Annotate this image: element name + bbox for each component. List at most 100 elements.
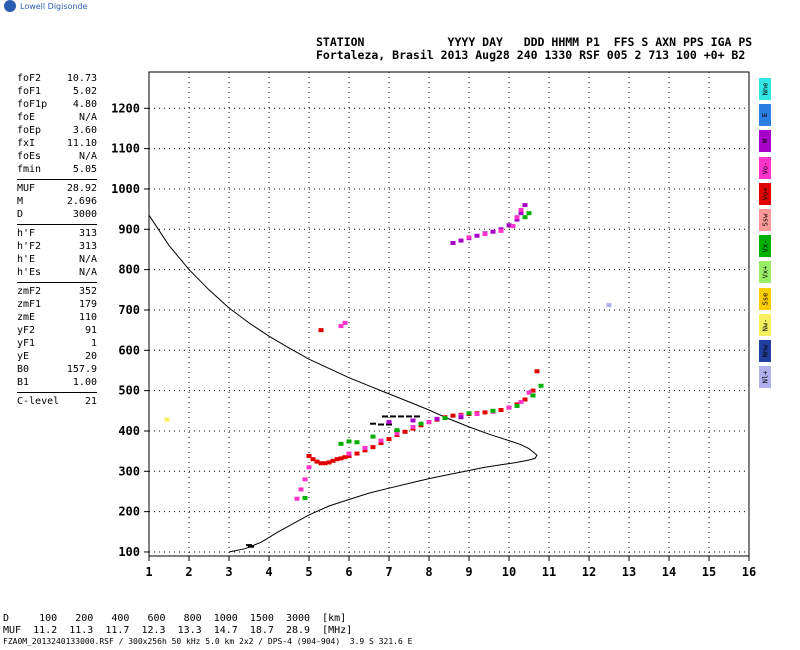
- echo-point: [386, 420, 392, 425]
- parameter-name: h'E: [17, 254, 36, 265]
- black-echo-point: [248, 545, 254, 548]
- legend-item: Nnw: [759, 339, 771, 362]
- echo-point: [306, 453, 312, 458]
- echo-point: [434, 416, 440, 421]
- parameter-separator: [17, 224, 97, 225]
- echo-point: [314, 459, 320, 464]
- legend-item: Nne: [759, 78, 771, 100]
- echo-point: [530, 393, 536, 398]
- echo-point: [354, 440, 360, 445]
- echo-point: [442, 416, 448, 421]
- parameter-value: 1: [90, 338, 97, 349]
- echo-point: [394, 431, 400, 436]
- parameter-name: fxI: [17, 138, 36, 149]
- echo-point: [362, 445, 368, 450]
- parameter-row: foF1p 4.80: [17, 98, 97, 111]
- parameter-value: 1.00: [72, 377, 97, 388]
- y-tick-label: 1100: [111, 142, 140, 156]
- legend-item: Vx-: [759, 235, 771, 258]
- parameter-value: 3000: [72, 209, 97, 220]
- echo-point: [370, 434, 376, 439]
- parameter-value: 4.80: [72, 99, 97, 110]
- parameter-name: h'F: [17, 228, 36, 239]
- black-echo-point: [398, 415, 404, 418]
- echo-point: [498, 407, 504, 412]
- legend-item: E: [759, 104, 771, 127]
- x-tick-label: 13: [622, 565, 636, 579]
- parameter-row: B1 1.00: [17, 376, 97, 389]
- parameter-name: foEs: [17, 151, 42, 162]
- echo-point: [450, 413, 456, 418]
- parameter-name: B1: [17, 377, 30, 388]
- header-labels: STATION YYYY DAY DDD HHMM P1 FFS S AXN P…: [316, 35, 753, 49]
- parameter-row: zmE 110: [17, 311, 97, 324]
- echo-point: [294, 496, 300, 501]
- legend-label: W: [761, 139, 769, 144]
- parameter-value: 179: [78, 299, 97, 310]
- echo-point: [506, 405, 512, 410]
- black-echo-point: [378, 423, 384, 426]
- parameter-row: h'Es N/A: [17, 266, 97, 279]
- parameter-value: 20: [84, 351, 97, 362]
- echo-point: [310, 457, 316, 462]
- echo-point: [526, 211, 532, 216]
- echo-point: [482, 232, 488, 237]
- polarization-legend: Nne E W Vo- Vo+ Ssw Vx- Vx+ Sse Nw- Nnw Nl+: [759, 78, 771, 392]
- parameter-name: D: [17, 209, 24, 220]
- y-tick-label: 900: [118, 222, 140, 236]
- echo-point: [386, 437, 392, 442]
- legend-label: Vx-: [761, 239, 769, 253]
- parameter-name: yF2: [17, 325, 36, 336]
- echo-point: [346, 439, 352, 444]
- parameter-name: zmF2: [17, 286, 42, 297]
- echo-point: [534, 369, 540, 374]
- echo-point: [466, 235, 472, 240]
- echo-point: [498, 228, 504, 233]
- echo-point: [450, 241, 456, 246]
- echo-point: [370, 445, 376, 450]
- echo-point: [506, 223, 512, 228]
- black-echo-point: [414, 415, 420, 418]
- parameter-name: foEp: [17, 125, 42, 136]
- echo-point: [298, 487, 304, 492]
- echo-point: [346, 451, 352, 456]
- parameter-row: zmF2 352: [17, 285, 97, 298]
- parameter-row: h'F2 313: [17, 240, 97, 253]
- parameter-row: h'E N/A: [17, 253, 97, 266]
- echo-point: [326, 460, 332, 465]
- globe-icon: [4, 0, 16, 12]
- muf-table-distance-row: D 100 200 400 600 800 1000 1500 3000 [km…: [3, 613, 347, 624]
- parameter-name: h'Es: [17, 267, 42, 278]
- x-tick-label: 4: [265, 565, 272, 579]
- echo-point: [522, 215, 528, 220]
- black-echo-point: [390, 415, 396, 418]
- logo: Lowell Digisonde: [4, 0, 87, 12]
- header-values: Fortaleza, Brasil 2013 Aug28 240 1330 RS…: [316, 48, 746, 62]
- parameter-row: yE 20: [17, 350, 97, 363]
- parameter-name: foF1p: [17, 99, 48, 110]
- y-tick-label: 600: [118, 343, 140, 357]
- echo-point: [402, 429, 408, 434]
- x-tick-label: 15: [702, 565, 716, 579]
- echo-point: [474, 412, 480, 417]
- parameter-name: M: [17, 196, 24, 207]
- black-echo-point: [382, 415, 388, 418]
- parameter-name: MUF: [17, 183, 36, 194]
- parameter-separator: [17, 282, 97, 283]
- parameter-name: zmE: [17, 312, 36, 323]
- legend-label: Nw-: [761, 318, 769, 332]
- legend-item: Vo-: [759, 156, 771, 179]
- legend-item: Ssw: [759, 208, 771, 231]
- parameter-name: yF1: [17, 338, 36, 349]
- parameter-value: N/A: [78, 151, 97, 162]
- parameter-name: h'F2: [17, 241, 42, 252]
- echo-point: [514, 217, 520, 222]
- plot-frame: [148, 71, 750, 557]
- echo-point: [378, 441, 384, 446]
- parameter-name: fmin: [17, 164, 42, 175]
- parameter-value: 10.73: [66, 73, 97, 84]
- parameter-row: zmF1 179: [17, 298, 97, 311]
- black-echo-point: [386, 423, 392, 426]
- parameter-row: foF1 5.02: [17, 85, 97, 98]
